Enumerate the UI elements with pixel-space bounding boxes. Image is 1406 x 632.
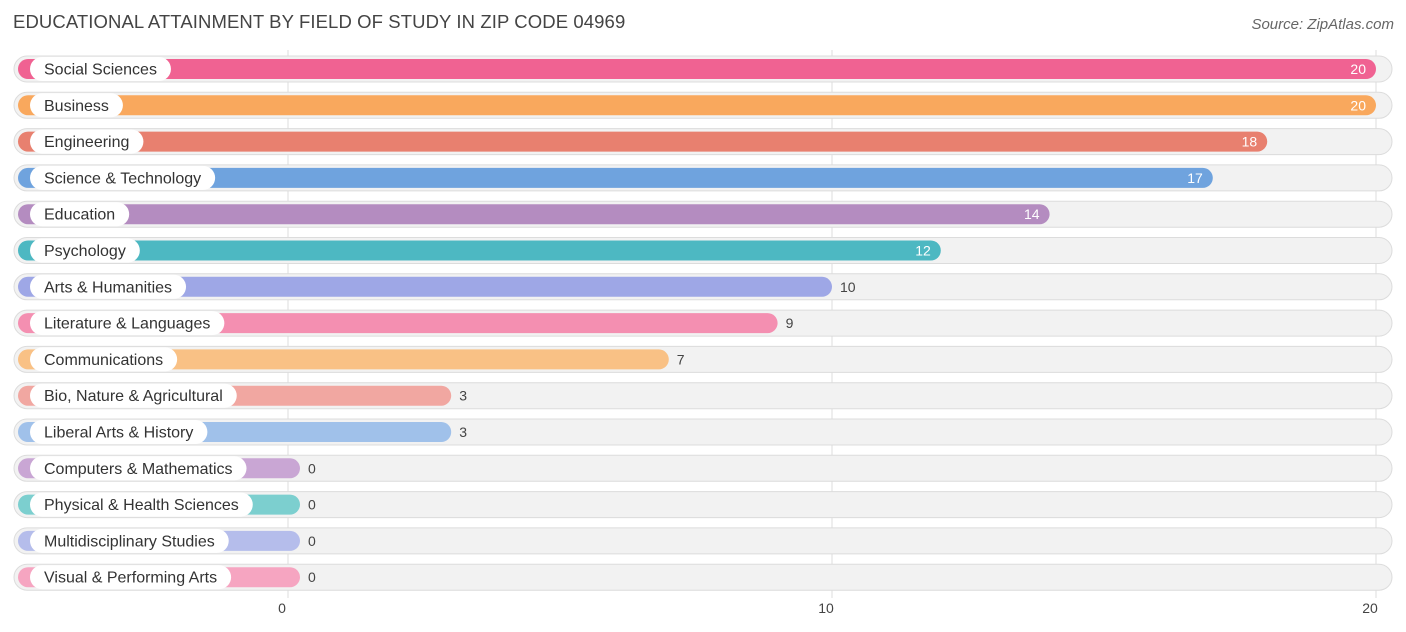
bar-row: Business 20 bbox=[13, 91, 1393, 119]
category-label: Multidisciplinary Studies bbox=[44, 533, 215, 550]
category-label: Computers & Mathematics bbox=[44, 461, 233, 478]
category-label: Science & Technology bbox=[44, 170, 201, 187]
value-label: 0 bbox=[308, 533, 316, 549]
category-label-pill bbox=[30, 383, 237, 408]
category-label: Liberal Arts & History bbox=[44, 425, 193, 442]
bar-row: Physical & Health Sciences 0 bbox=[13, 491, 1393, 519]
x-axis-ticks: 0 10 20 bbox=[278, 600, 1378, 616]
bar bbox=[18, 349, 669, 370]
bar-row: Science & Technology 17 bbox=[13, 164, 1393, 192]
category-label: Arts & Humanities bbox=[44, 279, 172, 296]
value-label: 0 bbox=[308, 460, 316, 476]
bar-row: Engineering 18 bbox=[13, 128, 1393, 156]
bar-rows: Social Sciences 20 Business 20 Engineering 18… bbox=[13, 55, 1393, 591]
bar-row: Communications 7 bbox=[13, 345, 1393, 373]
category-label: Engineering bbox=[44, 134, 129, 151]
category-label: Education bbox=[44, 207, 115, 224]
category-label-pill bbox=[30, 57, 171, 81]
bar-row: Education 14 bbox=[13, 200, 1393, 228]
bar-track bbox=[13, 527, 1393, 555]
value-label: 10 bbox=[840, 279, 856, 295]
category-label: Business bbox=[44, 98, 109, 115]
bar-row: Multidisciplinary Studies 0 bbox=[13, 527, 1393, 555]
value-label: 0 bbox=[308, 497, 316, 513]
value-label: 17 bbox=[1187, 170, 1203, 186]
bar bbox=[18, 131, 1268, 152]
value-label: 18 bbox=[1242, 134, 1258, 150]
category-label-pill bbox=[30, 347, 178, 372]
category-label-pill bbox=[30, 202, 130, 227]
category-label-pill bbox=[30, 492, 253, 517]
category-label: Visual & Performing Arts bbox=[44, 570, 217, 587]
source-attribution: Source: ZipAtlas.com bbox=[1251, 16, 1394, 33]
bar-row: Arts & Humanities 10 bbox=[13, 273, 1393, 301]
category-label-pill bbox=[30, 274, 187, 299]
category-label-pill bbox=[30, 565, 232, 590]
category-label-pill bbox=[30, 238, 140, 263]
category-label: Communications bbox=[44, 352, 163, 369]
category-label-pill bbox=[30, 93, 123, 118]
value-label: 12 bbox=[915, 243, 931, 259]
bar-row: Bio, Nature & Agricultural 3 bbox=[13, 382, 1393, 410]
category-label-pill bbox=[30, 311, 225, 336]
bar bbox=[18, 167, 1213, 188]
bar bbox=[18, 276, 832, 297]
value-label: 9 bbox=[786, 315, 794, 331]
value-label: 3 bbox=[459, 424, 467, 440]
bar bbox=[18, 59, 1376, 79]
tick-label: 20 bbox=[1362, 600, 1378, 616]
value-label: 20 bbox=[1350, 61, 1366, 77]
category-label-pill bbox=[30, 129, 144, 154]
category-label-pill bbox=[30, 420, 208, 444]
chart-title: EDUCATIONAL ATTAINMENT BY FIELD OF STUDY… bbox=[13, 11, 626, 32]
bar-row: Literature & Languages 9 bbox=[13, 309, 1393, 337]
bar-track bbox=[13, 454, 1393, 482]
value-label: 14 bbox=[1024, 206, 1040, 222]
bar bbox=[18, 204, 1050, 225]
category-label: Literature & Languages bbox=[44, 316, 210, 333]
category-label-pill bbox=[30, 528, 229, 553]
category-label: Psychology bbox=[44, 243, 126, 260]
value-label: 7 bbox=[677, 351, 685, 367]
bar-row: Social Sciences 20 bbox=[13, 55, 1393, 83]
value-label: 3 bbox=[459, 388, 467, 404]
bar bbox=[18, 95, 1376, 116]
category-label: Social Sciences bbox=[44, 62, 157, 79]
value-label: 20 bbox=[1350, 97, 1366, 113]
bar-row: Visual & Performing Arts 0 bbox=[13, 563, 1393, 591]
category-label-pill bbox=[30, 456, 247, 481]
bar-row: Computers & Mathematics 0 bbox=[13, 454, 1393, 482]
category-label: Physical & Health Sciences bbox=[44, 497, 239, 514]
tick-label: 0 bbox=[278, 600, 286, 616]
tick-label: 10 bbox=[818, 600, 834, 616]
bar-track bbox=[13, 491, 1393, 519]
bar-track bbox=[13, 563, 1393, 591]
bar-row: Liberal Arts & History 3 bbox=[13, 418, 1393, 446]
bar-row: Psychology 12 bbox=[13, 237, 1393, 264]
bar bbox=[18, 240, 941, 261]
category-label-pill bbox=[30, 165, 216, 190]
value-label: 0 bbox=[308, 569, 316, 585]
category-label: Bio, Nature & Agricultural bbox=[44, 388, 223, 405]
